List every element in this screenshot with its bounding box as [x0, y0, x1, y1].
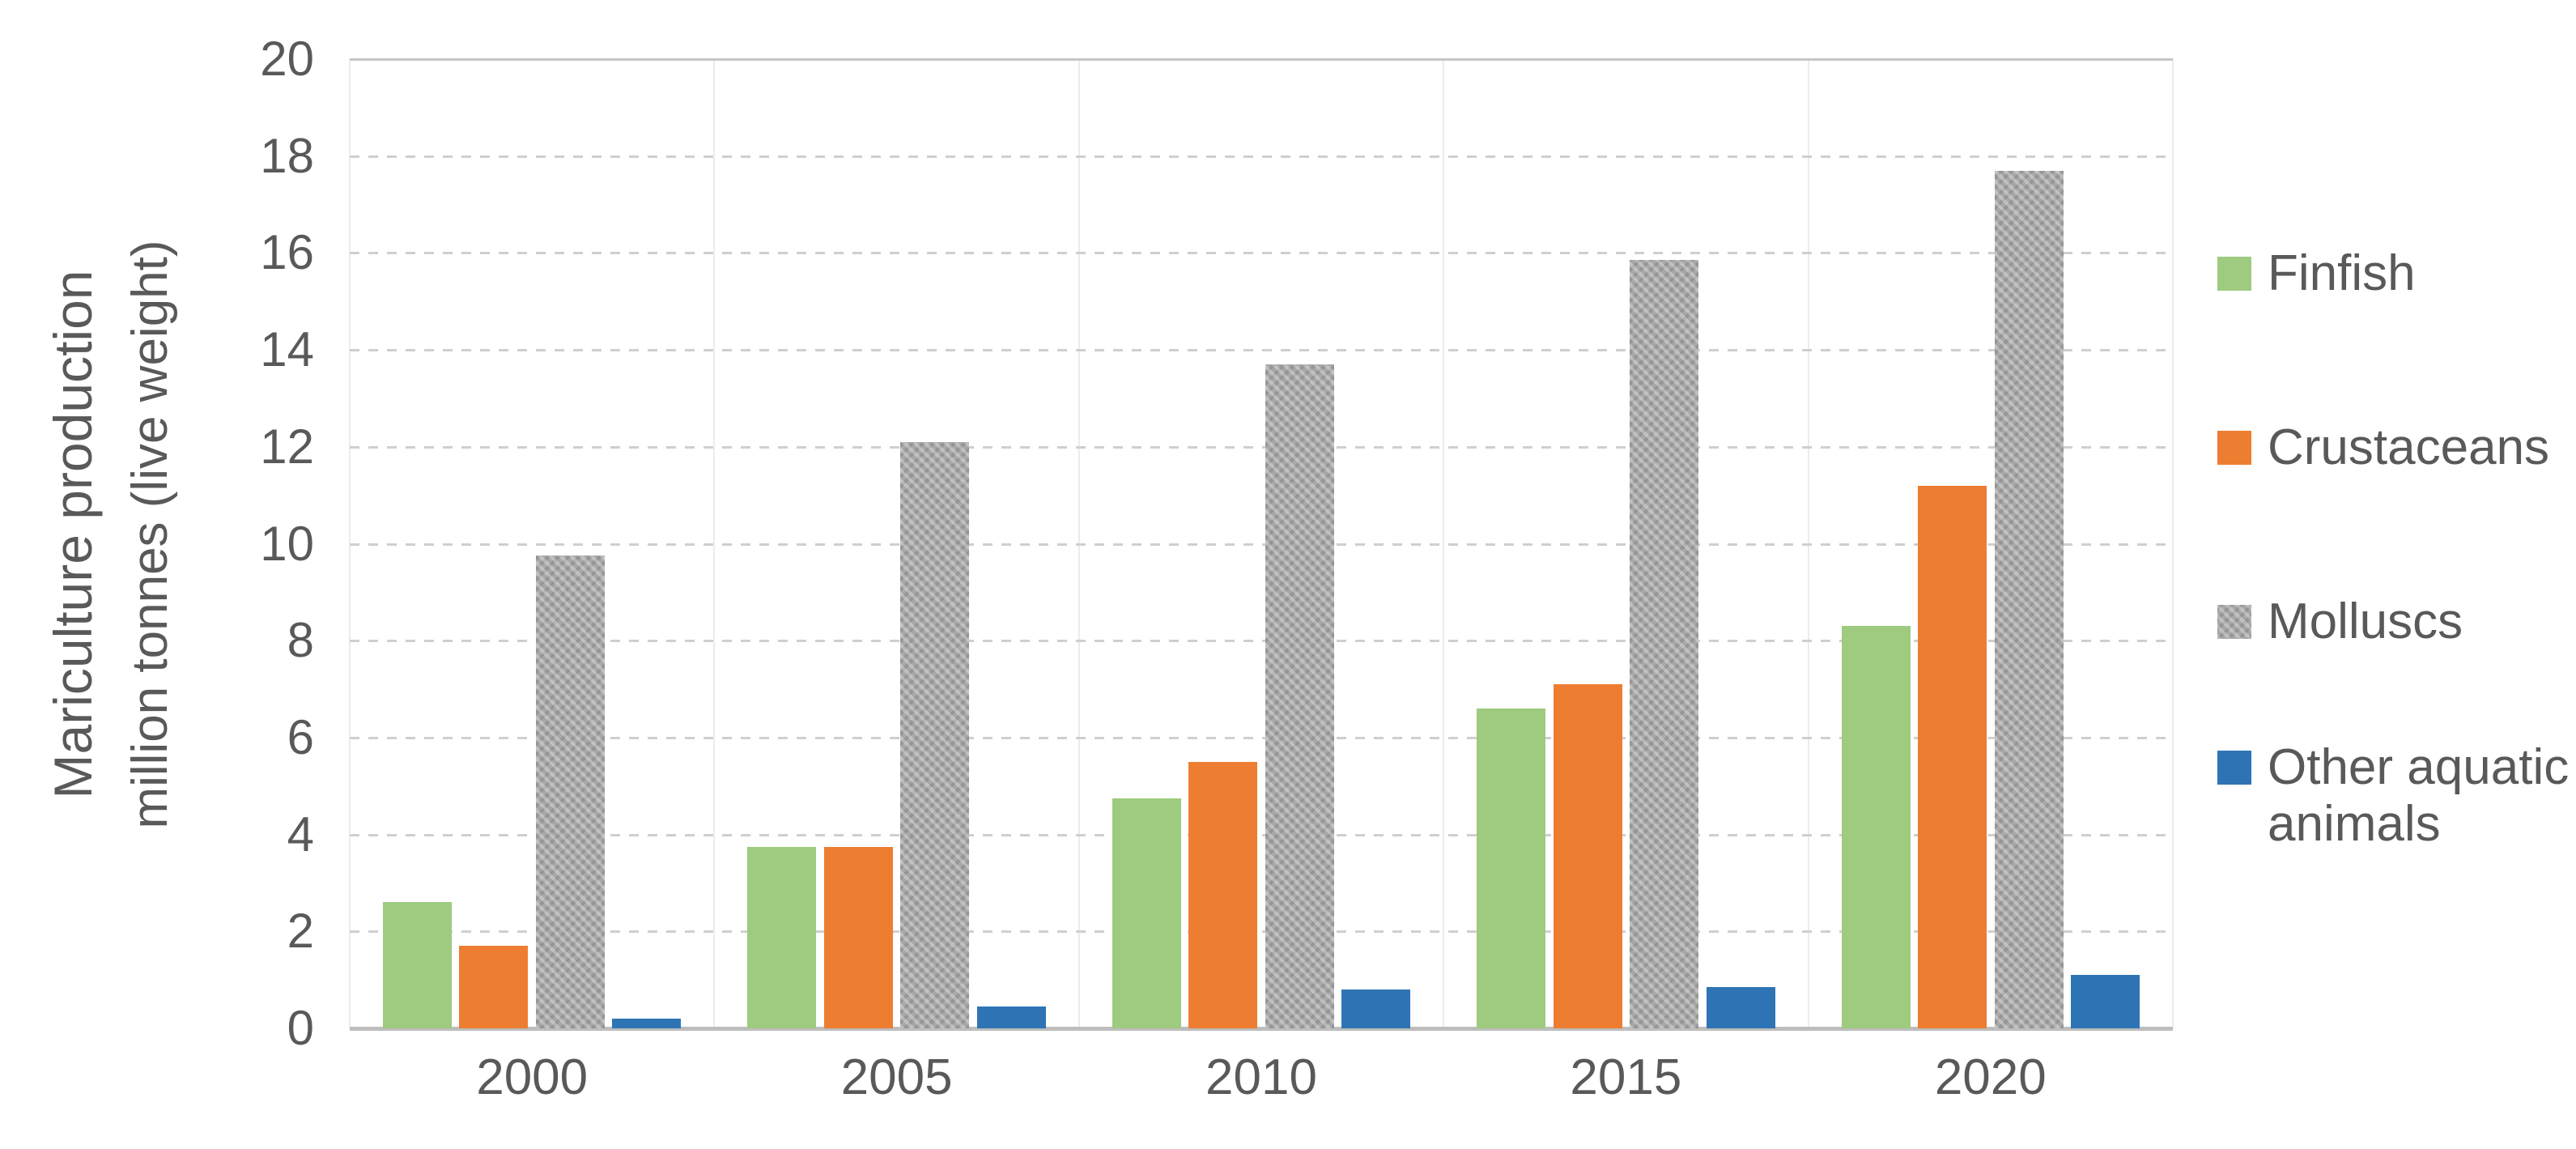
- bar-finfish-2020: [1841, 626, 1911, 1028]
- bar-molluscs-2000: [535, 555, 605, 1028]
- bar-molluscs-2005: [900, 441, 970, 1028]
- legend-label-finfish: Finfish: [2268, 245, 2416, 302]
- bar-molluscs-2015: [1630, 260, 1699, 1028]
- legend-label-molluscs: Molluscs: [2268, 594, 2463, 650]
- bar-molluscs-2010: [1265, 364, 1334, 1028]
- legend-label-crustaceans: Crustaceans: [2268, 419, 2549, 476]
- y-axis-title-line2: million tonnes (live weight): [122, 240, 178, 829]
- legend-label-line: Finfish: [2268, 245, 2416, 301]
- bar-finfish-2015: [1477, 708, 1546, 1028]
- legend-label-line: animals: [2268, 796, 2441, 852]
- gridline-y16: [350, 252, 2173, 255]
- y-axis-title-line1: Mariculture production: [43, 270, 103, 799]
- legend-swatch-molluscs: [2217, 605, 2251, 639]
- gridline-y18: [350, 155, 2173, 158]
- y-tick-label-18: 18: [260, 128, 314, 183]
- y-tick-label-0: 0: [287, 1001, 314, 1055]
- x-tick-label-2010: 2010: [1205, 1049, 1317, 1105]
- y-tick-label-16: 16: [260, 225, 314, 280]
- bar-other-aquatic-animals-2000: [612, 1019, 682, 1028]
- bar-crustaceans-2020: [1918, 485, 1987, 1028]
- category-boundary-line: [2172, 59, 2174, 1028]
- legend-swatch-finfish: [2217, 257, 2251, 291]
- y-tick-label-10: 10: [260, 516, 314, 571]
- bar-other-aquatic-animals-2005: [976, 1006, 1046, 1028]
- legend-label-line: Other aquatic: [2268, 739, 2570, 795]
- gridline-y8: [350, 640, 2173, 643]
- bar-crustaceans-2000: [459, 946, 529, 1028]
- x-tick-label-2015: 2015: [1570, 1049, 1682, 1105]
- bar-other-aquatic-animals-2020: [2071, 975, 2140, 1028]
- y-tick-label-6: 6: [287, 709, 314, 764]
- gridline-y12: [350, 445, 2173, 449]
- bar-molluscs-2020: [1994, 170, 2064, 1028]
- bar-crustaceans-2015: [1553, 684, 1622, 1028]
- gridline-y4: [350, 833, 2173, 836]
- gridline-y2: [350, 930, 2173, 934]
- bar-finfish-2000: [382, 902, 452, 1028]
- bar-finfish-2010: [1112, 798, 1181, 1028]
- gridline-y20: [350, 58, 2173, 61]
- y-tick-label-20: 20: [260, 32, 314, 86]
- gridline-y14: [350, 349, 2173, 352]
- bar-finfish-2005: [747, 846, 817, 1028]
- legend-label-line: Crustaceans: [2268, 419, 2550, 475]
- y-tick-label-2: 2: [287, 904, 314, 959]
- y-tick-label-4: 4: [287, 806, 314, 862]
- legend-label-other-aquatic-animals: Other aquatic animals: [2268, 739, 2569, 853]
- bar-other-aquatic-animals-2010: [1341, 989, 1411, 1028]
- bar-other-aquatic-animals-2015: [1706, 987, 1775, 1028]
- x-tick-label-2020: 2020: [1934, 1049, 2047, 1105]
- x-axis-line: [350, 1027, 2173, 1031]
- bar-crustaceans-2010: [1188, 761, 1258, 1028]
- gridline-y6: [350, 736, 2173, 739]
- y-tick-label-14: 14: [260, 322, 314, 377]
- y-axis-title: Mariculture production million tonnes (l…: [34, 240, 189, 828]
- y-tick-label-12: 12: [260, 419, 314, 474]
- gridline-y10: [350, 543, 2173, 546]
- legend-swatch-other-aquatic-animals: [2217, 751, 2251, 785]
- bar-crustaceans-2005: [823, 846, 893, 1028]
- legend-swatch-crustaceans: [2217, 431, 2251, 465]
- x-tick-label-2000: 2000: [476, 1049, 589, 1105]
- legend-label-line: Molluscs: [2268, 594, 2463, 649]
- y-tick-label-8: 8: [287, 613, 314, 668]
- x-tick-label-2005: 2005: [840, 1049, 953, 1105]
